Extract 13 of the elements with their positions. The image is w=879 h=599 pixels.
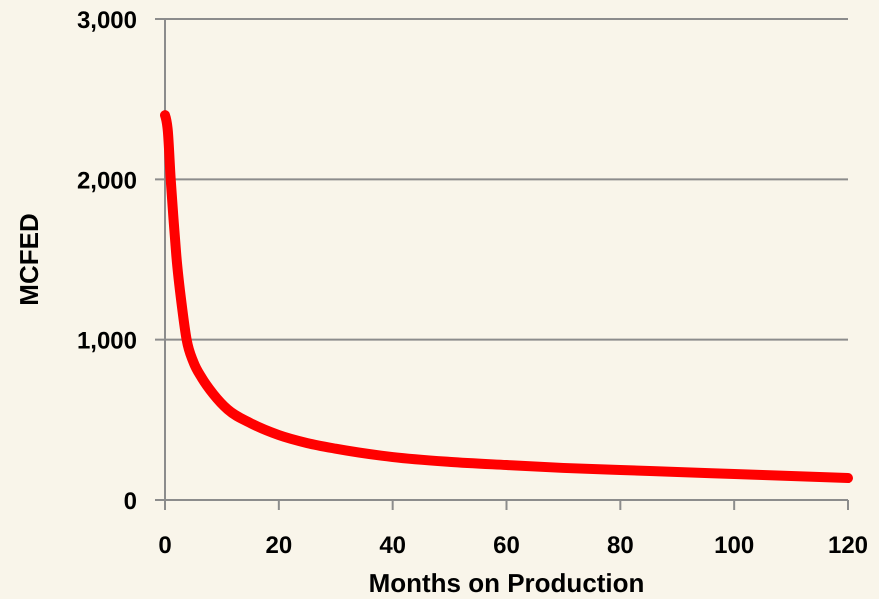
y-tick-label: 3,000 — [76, 7, 137, 34]
x-tick-label: 120 — [828, 532, 868, 559]
y-tick-label: 1,000 — [76, 328, 137, 355]
y-tick-label: 2,000 — [76, 167, 137, 194]
x-tick-label: 20 — [265, 532, 292, 559]
y-axis-title: MCFED — [14, 213, 44, 306]
x-tick-label: 60 — [493, 532, 520, 559]
x-axis-title: Months on Production — [368, 568, 644, 598]
x-tick-label: 100 — [714, 532, 754, 559]
y-tick-label: 0 — [124, 488, 137, 515]
x-tick-label: 0 — [158, 532, 172, 559]
x-tick-label: 40 — [379, 532, 406, 559]
x-tick-label: 80 — [606, 532, 634, 559]
